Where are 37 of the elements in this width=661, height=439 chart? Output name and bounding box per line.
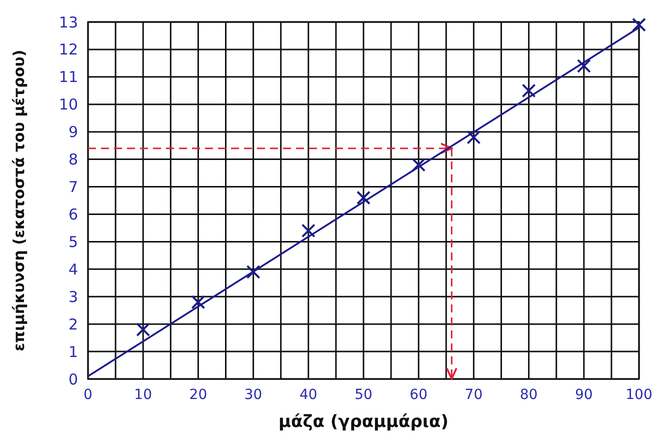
- x-tick-label: 30: [244, 387, 262, 403]
- x-tick-label: 10: [134, 387, 152, 403]
- y-tick-label: 7: [68, 178, 78, 196]
- x-tick-label: 20: [189, 387, 208, 403]
- x-tick-label: 60: [410, 387, 428, 403]
- y-axis-title: επιμήκυνση (εκατοστά του μέτρου): [10, 50, 28, 352]
- point: [412, 158, 426, 172]
- x-tick-label: 0: [84, 387, 92, 403]
- point: [466, 130, 481, 144]
- point: [246, 264, 260, 279]
- y-tick-label: 0: [68, 370, 78, 388]
- x-tick-label: 40: [299, 387, 318, 403]
- y-tick-label: 2: [68, 315, 78, 334]
- point: [522, 84, 536, 98]
- y-tick-label: 6: [68, 205, 78, 224]
- point: [191, 295, 206, 310]
- y-tick-label: 1: [68, 342, 78, 361]
- y-tick-label: 3: [68, 288, 78, 306]
- x-tick-label: 50: [354, 387, 372, 403]
- y-tick-label: 13: [58, 13, 78, 32]
- point: [632, 18, 646, 32]
- x-tick-label: 100: [626, 387, 652, 403]
- y-tick-label: 4: [68, 260, 78, 278]
- y-tick-label: 9: [68, 123, 78, 142]
- y-tick-label: 5: [68, 232, 78, 251]
- point: [301, 224, 316, 238]
- x-axis-title: μάζα (γραμμάρια): [278, 412, 448, 432]
- x-tick-label: 80: [520, 387, 538, 403]
- point: [136, 322, 150, 337]
- y-tick-label: 8: [68, 150, 78, 169]
- y-tick-label: 11: [58, 68, 78, 86]
- x-tick-label: 70: [464, 387, 483, 403]
- y-tick-label: 12: [58, 40, 78, 59]
- point: [356, 190, 370, 205]
- y-tick-label: 10: [58, 96, 78, 114]
- point: [576, 58, 591, 73]
- x-tick-label: 90: [574, 387, 593, 403]
